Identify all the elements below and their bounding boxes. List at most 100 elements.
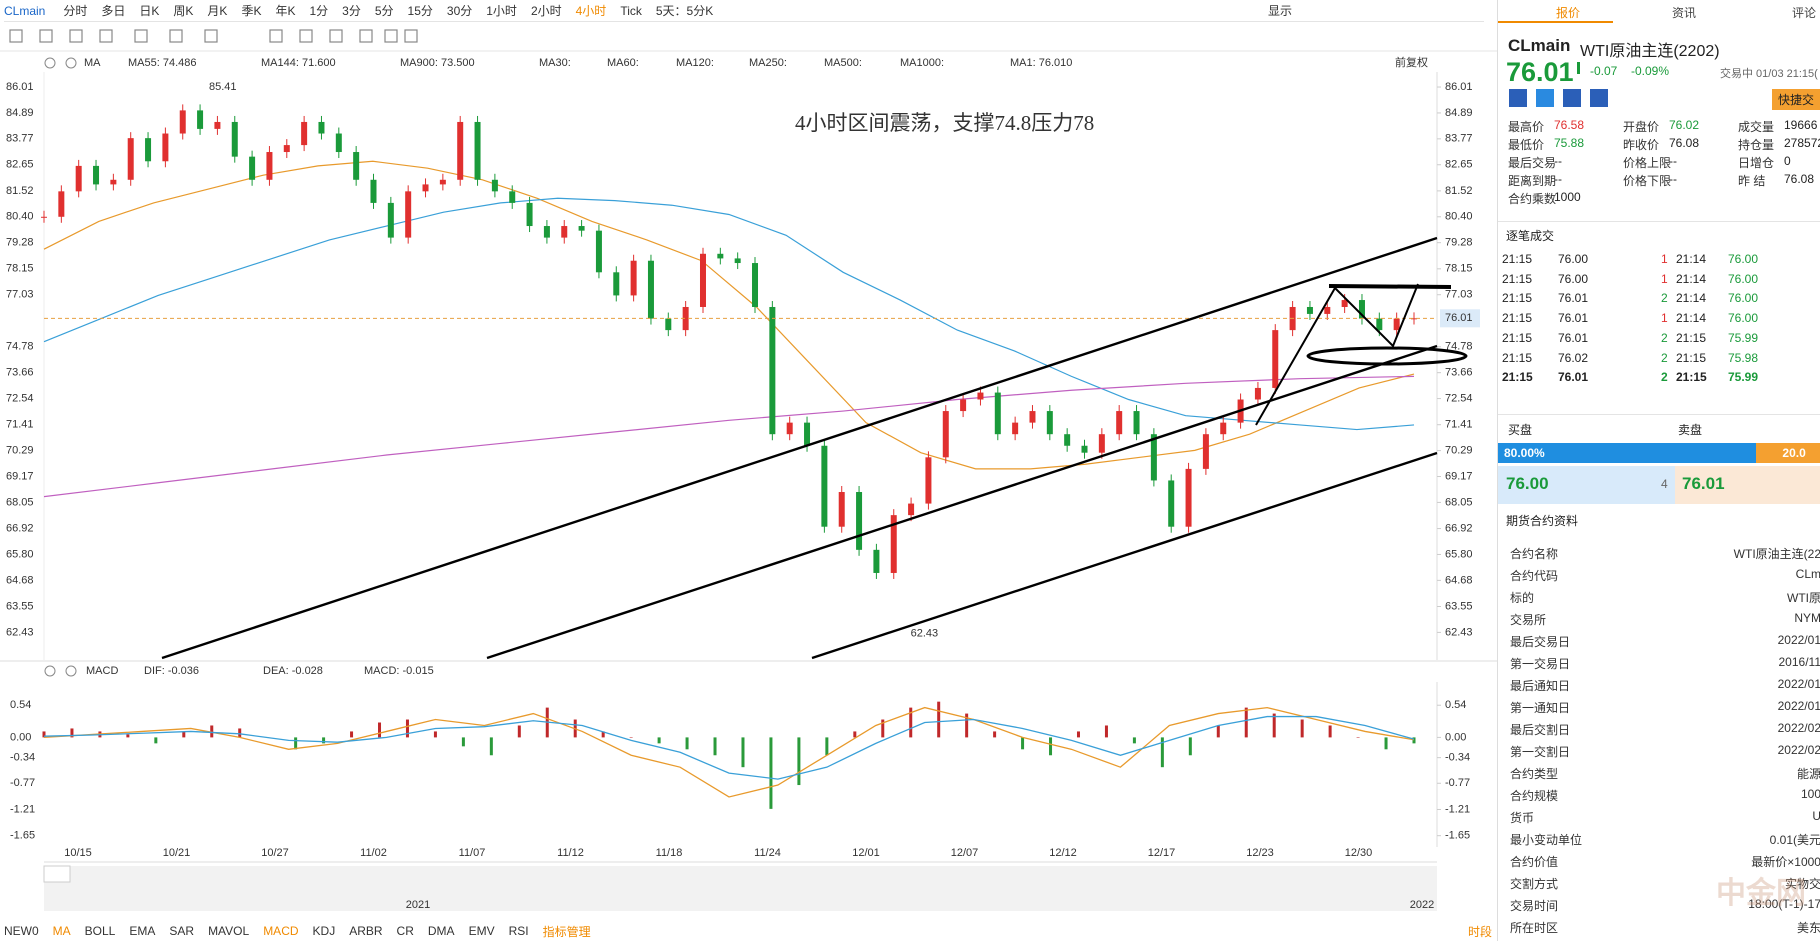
info-value: WTI原 — [1787, 591, 1820, 605]
trade-cell: 21:15 — [1502, 311, 1533, 326]
info-label: 最小变动单位 — [1510, 833, 1583, 847]
candle — [873, 549, 880, 573]
period-tab[interactable]: 日K — [139, 4, 160, 18]
candle — [1150, 434, 1157, 481]
trade-cell: 21:15 — [1676, 330, 1707, 345]
period-tab[interactable]: 3分 — [342, 4, 361, 18]
indicator-tab[interactable]: EMV — [468, 924, 495, 938]
stat-label: 成交量 — [1738, 120, 1775, 134]
candle — [509, 191, 516, 203]
candle — [439, 179, 446, 185]
period-tab[interactable]: 分时 — [63, 4, 88, 18]
scrollbar[interactable] — [44, 866, 1437, 911]
period-tab[interactable]: 1分 — [309, 4, 329, 18]
price: 76.01 — [1506, 57, 1574, 87]
period-tab[interactable]: 月K — [207, 4, 228, 18]
macd-bar — [1412, 737, 1416, 744]
ma-legend: MA55: 74.486 — [128, 57, 197, 69]
session-button[interactable]: 时段 — [1468, 924, 1493, 939]
indicator-tab[interactable]: NEW0 — [4, 924, 39, 938]
period-tab[interactable]: 5天：5分K — [655, 4, 714, 18]
y-tick-label: 86.01 — [1445, 81, 1473, 93]
period-tab[interactable]: 2小时 — [530, 4, 562, 18]
indicator-tab[interactable]: MA — [52, 924, 71, 938]
period-tab[interactable]: 30分 — [446, 4, 473, 18]
candle — [613, 272, 620, 296]
indicator-tab[interactable]: EMA — [129, 924, 156, 938]
side-tab[interactable]: 报价 — [1556, 6, 1581, 20]
adjust-button[interactable]: 前复权 — [1395, 55, 1428, 69]
side-tab[interactable]: 评论 — [1792, 6, 1817, 20]
icon[interactable] — [1590, 89, 1608, 107]
symbol[interactable]: CLmain — [4, 3, 46, 18]
info-value: 最新价×1000 — [1751, 855, 1820, 869]
icon[interactable] — [1509, 89, 1527, 107]
indicator-tab[interactable]: RSI — [508, 924, 529, 938]
period-tab[interactable]: 周K — [173, 4, 194, 18]
macd-bar — [1356, 737, 1360, 738]
indicator-tab[interactable]: KDJ — [312, 924, 336, 938]
candle — [266, 152, 273, 180]
indicator-tab[interactable]: SAR — [169, 924, 195, 938]
indicator-tab[interactable]: CR — [396, 924, 414, 938]
stat-value: 76.08 — [1784, 172, 1815, 186]
macd-bar — [937, 701, 941, 738]
indicator-tab[interactable]: MAVOL — [208, 924, 250, 938]
side-tab[interactable]: 资讯 — [1672, 6, 1697, 20]
period-tab[interactable]: 15分 — [407, 4, 433, 18]
period-tab[interactable]: 1小时 — [486, 4, 517, 18]
period-tab[interactable]: 4小时 — [575, 4, 607, 18]
y-tick-label: 77.03 — [1445, 289, 1473, 301]
period-tab[interactable]: 年K — [275, 4, 296, 18]
candle — [856, 492, 863, 550]
indicator-tab[interactable]: 指标管理 — [542, 924, 591, 939]
info-value: 2022/01 — [1777, 677, 1820, 691]
macd-bar — [294, 737, 298, 750]
period-tab[interactable]: Tick — [620, 3, 642, 18]
stat-value: -- — [1669, 154, 1677, 168]
macd-line — [43, 715, 1415, 780]
candle — [925, 457, 932, 504]
trade-cell: 21:14 — [1676, 271, 1707, 286]
macd-bar — [1272, 713, 1276, 738]
indicator-tabs: NEW0 MA BOLL EMA SAR MAVOL MACD KDJ ARBR CR DMA EMV… — [4, 921, 1492, 941]
name: WTI原油主连(2202) — [1580, 43, 1720, 60]
indicator-tab[interactable]: DMA — [427, 924, 455, 938]
trade-cell: 75.99 — [1728, 370, 1759, 385]
period-tab[interactable]: 多日 — [101, 4, 126, 18]
icon[interactable] — [1536, 89, 1554, 107]
stat-label: 价格下限 — [1623, 174, 1672, 188]
trade-cell: 1 — [1661, 311, 1668, 326]
trade-cell: 21:15 — [1502, 350, 1533, 365]
y-tick-label: 72.54 — [6, 392, 34, 404]
y-tick-label: 84.89 — [1445, 107, 1473, 119]
trend-drawings[interactable] — [161, 236, 1468, 660]
indicator-tab[interactable]: ARBR — [349, 924, 383, 938]
candle — [786, 422, 793, 435]
period-tab[interactable]: 5分 — [374, 4, 394, 18]
candle — [1098, 434, 1105, 453]
trade-cell: 21:15 — [1502, 370, 1533, 385]
quick-trade[interactable]: 快捷交 — [1772, 89, 1820, 110]
sell-ratio-bar — [1756, 443, 1820, 463]
y-tick-label: 70.29 — [1445, 445, 1473, 457]
display-menu[interactable]: 显示 — [1268, 0, 1306, 21]
stat-label: 持仓量 — [1738, 138, 1775, 152]
display-button[interactable]: 显示 — [1268, 4, 1293, 18]
info-value: 18:00(T-1)-17 — [1748, 897, 1820, 911]
ma-legend: MA250: — [749, 57, 787, 69]
y-tick-label: 73.66 — [1445, 367, 1473, 379]
bid-bg — [1498, 466, 1675, 504]
period-tab[interactable]: 季K — [241, 4, 262, 18]
y-tick-label: -1.65 — [10, 830, 35, 842]
scroll-menu[interactable] — [43, 865, 71, 883]
candle — [353, 152, 360, 180]
ma-legend: MA144: 71.600 — [261, 57, 336, 69]
icon[interactable] — [1563, 89, 1581, 107]
y-tick-label: 66.92 — [1445, 522, 1473, 534]
macd-bar — [350, 731, 354, 738]
y-tick-label: 63.55 — [6, 600, 34, 612]
indicator-tab[interactable]: BOLL — [84, 924, 116, 938]
indicator-tab[interactable]: MACD — [263, 924, 299, 938]
